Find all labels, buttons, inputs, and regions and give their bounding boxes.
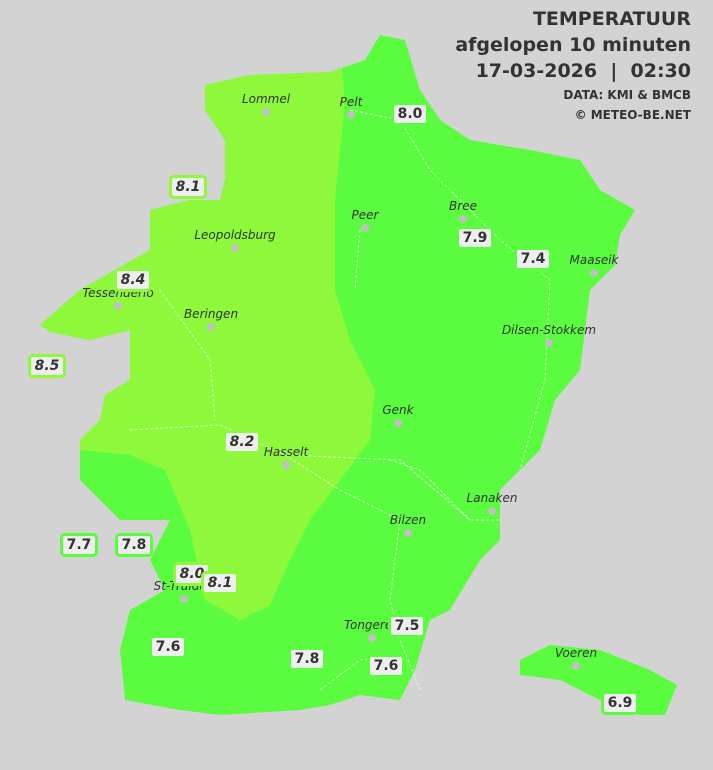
- map-datetime: 17-03-2026 | 02:30: [475, 60, 691, 82]
- map-subtitle: afgelopen 10 minuten: [455, 34, 691, 56]
- temperature-station-label: 7.5: [388, 614, 426, 638]
- voeren-exclave: [520, 645, 677, 715]
- city-marker: [394, 419, 402, 427]
- city-marker: [361, 224, 369, 232]
- temperature-station-label: 8.5: [28, 354, 66, 378]
- city-marker: [572, 662, 580, 670]
- copyright: © METEO-BE.NET: [574, 108, 691, 122]
- data-source: DATA: KMI & BMCB: [563, 88, 691, 102]
- temperature-station-label: 7.6: [149, 635, 187, 659]
- city-marker: [590, 269, 598, 277]
- city-marker: [404, 529, 412, 537]
- temperature-station-label: 7.8: [115, 533, 153, 557]
- city-label: Hasselt: [263, 445, 309, 459]
- city-marker: [262, 108, 270, 116]
- city-marker: [459, 215, 467, 223]
- city-label: Peer: [351, 208, 379, 222]
- city-label: Tongeren: [344, 618, 400, 632]
- city-marker: [347, 111, 355, 119]
- temperature-station-label: 7.4: [514, 247, 552, 271]
- temperature-station-label: 8.1: [169, 175, 207, 199]
- temperature-station-label: 7.6: [367, 654, 405, 678]
- city-label: Voeren: [554, 646, 598, 660]
- city-marker: [282, 461, 290, 469]
- city-label: Bilzen: [389, 513, 427, 527]
- city-label: Dilsen-Stokkem: [501, 323, 597, 337]
- city-label: Beringen: [183, 307, 239, 321]
- city-marker: [488, 507, 496, 515]
- map-title: TEMPERATUUR: [532, 8, 691, 30]
- city-marker: [231, 244, 239, 252]
- city-label: Pelt: [339, 95, 363, 109]
- temperature-station-label: 8.2: [223, 430, 261, 454]
- city-marker: [207, 323, 215, 331]
- city-marker: [180, 595, 188, 603]
- city-label: Leopoldsburg: [194, 228, 276, 242]
- temperature-station-label: 8.4: [114, 268, 152, 292]
- city-marker: [368, 634, 376, 642]
- temperature-station-label: 8.0: [391, 102, 429, 126]
- city-marker: [114, 302, 122, 310]
- temperature-station-label: 6.9: [601, 691, 639, 715]
- city-label: Genk: [382, 403, 414, 417]
- city-label: Lommel: [241, 92, 291, 106]
- city-marker: [545, 339, 553, 347]
- temperature-station-label: 8.1: [201, 571, 239, 595]
- city-label: Bree: [449, 199, 477, 213]
- temperature-station-label: 7.8: [288, 647, 326, 671]
- temperature-station-label: 7.7: [60, 533, 98, 557]
- city-label: Maaseik: [569, 253, 619, 267]
- city-label: Lanaken: [466, 491, 518, 505]
- temperature-station-label: 7.9: [456, 226, 494, 250]
